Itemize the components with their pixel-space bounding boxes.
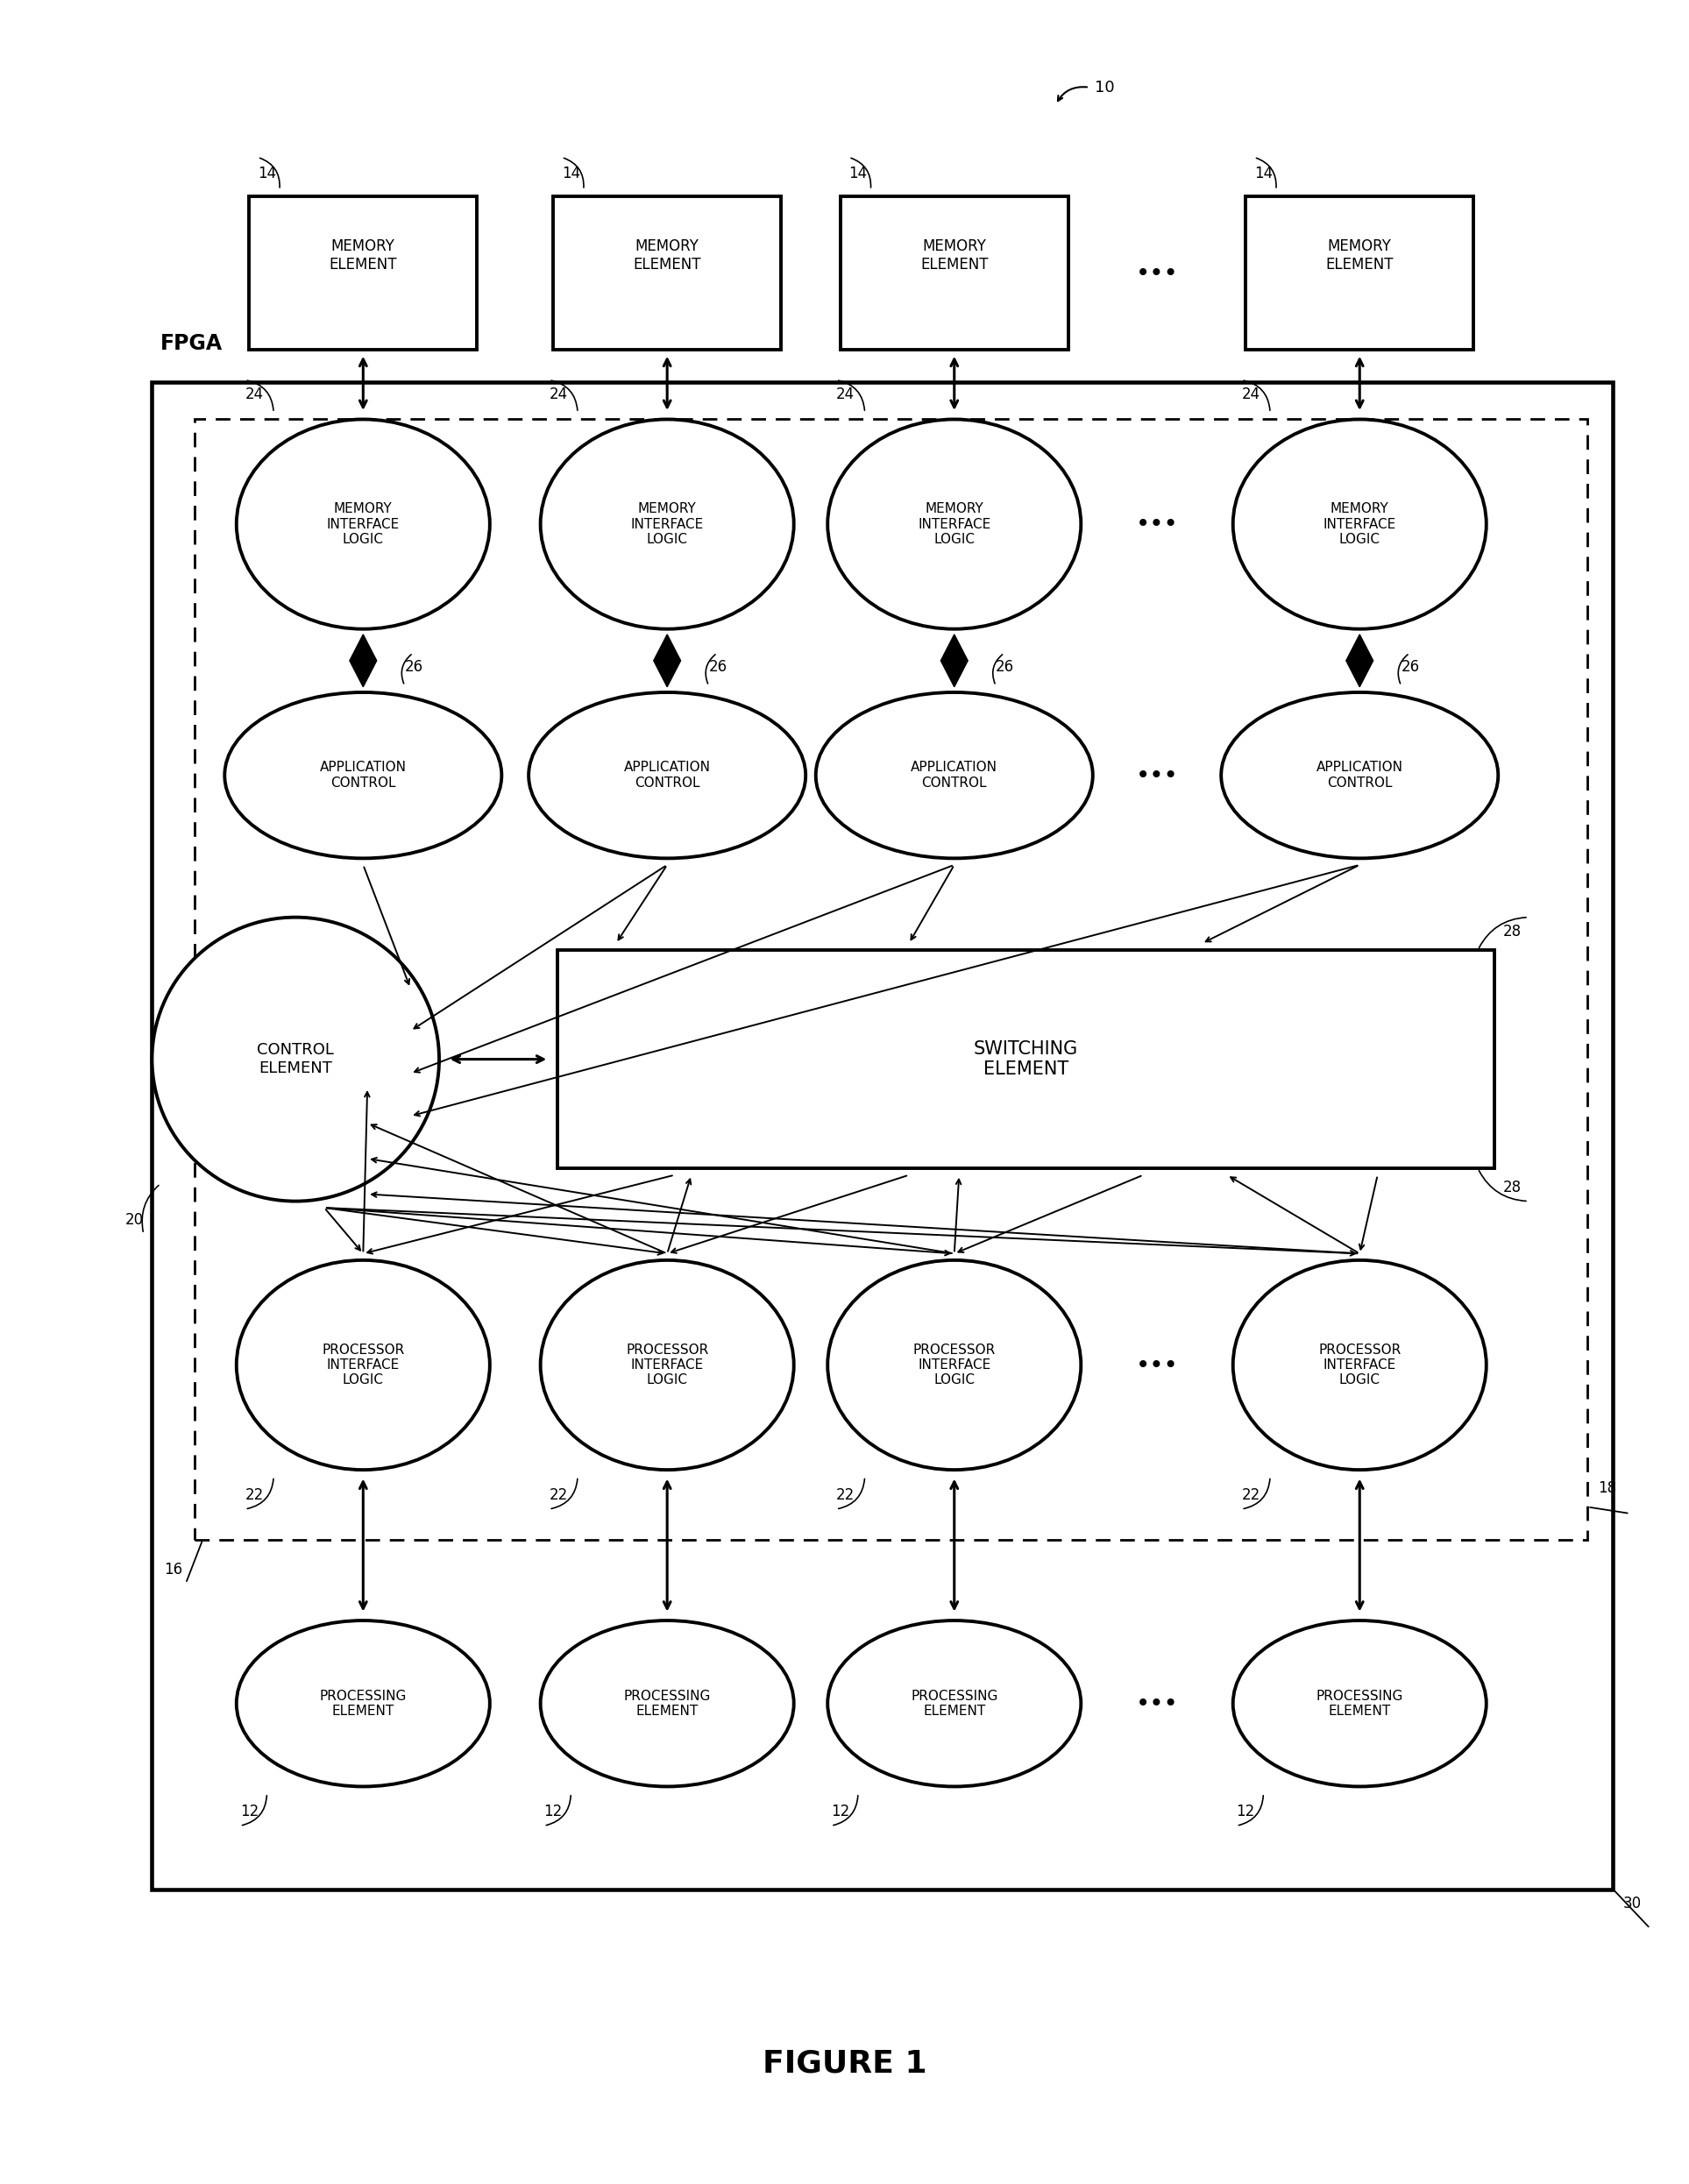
Text: 12: 12 (831, 1804, 850, 1819)
Ellipse shape (236, 1260, 490, 1470)
Text: 26: 26 (1402, 660, 1420, 675)
Text: PROCESSING
ELEMENT: PROCESSING ELEMENT (623, 1688, 711, 1719)
Text: MEMORY
INTERFACE
LOGIC: MEMORY INTERFACE LOGIC (326, 502, 400, 546)
FancyBboxPatch shape (1246, 197, 1473, 349)
Text: 24: 24 (245, 387, 263, 402)
Ellipse shape (236, 1621, 490, 1787)
Ellipse shape (1233, 1621, 1486, 1787)
Text: 26: 26 (405, 660, 424, 675)
Text: MEMORY
ELEMENT: MEMORY ELEMENT (1326, 238, 1393, 273)
Text: 24: 24 (1241, 387, 1260, 402)
Text: APPLICATION
CONTROL: APPLICATION CONTROL (623, 760, 711, 791)
Text: APPLICATION
CONTROL: APPLICATION CONTROL (1316, 760, 1404, 791)
Polygon shape (1346, 633, 1373, 686)
Text: 12: 12 (544, 1804, 562, 1819)
Ellipse shape (529, 692, 806, 858)
Text: PROCESSOR
INTERFACE
LOGIC: PROCESSOR INTERFACE LOGIC (914, 1343, 995, 1387)
Text: 26: 26 (709, 660, 728, 675)
Text: 18: 18 (1598, 1481, 1616, 1496)
Text: PROCESSOR
INTERFACE
LOGIC: PROCESSOR INTERFACE LOGIC (323, 1343, 404, 1387)
Text: 22: 22 (836, 1487, 855, 1503)
Ellipse shape (828, 1621, 1081, 1787)
Polygon shape (350, 633, 377, 686)
Ellipse shape (1233, 1260, 1486, 1470)
Text: MEMORY
ELEMENT: MEMORY ELEMENT (921, 238, 988, 273)
Text: PROCESSOR
INTERFACE
LOGIC: PROCESSOR INTERFACE LOGIC (1319, 1343, 1400, 1387)
Text: PROCESSING
ELEMENT: PROCESSING ELEMENT (319, 1688, 407, 1719)
Text: •••: ••• (1135, 260, 1179, 286)
Text: 14: 14 (561, 166, 579, 181)
Text: PROCESSING
ELEMENT: PROCESSING ELEMENT (1316, 1688, 1404, 1719)
Text: 22: 22 (549, 1487, 568, 1503)
Text: 24: 24 (549, 387, 568, 402)
Ellipse shape (1233, 419, 1486, 629)
Text: 14: 14 (1253, 166, 1272, 181)
Text: 30: 30 (1623, 1896, 1642, 1911)
Text: 12: 12 (240, 1804, 258, 1819)
Text: PROCESSOR
INTERFACE
LOGIC: PROCESSOR INTERFACE LOGIC (627, 1343, 708, 1387)
Text: 24: 24 (836, 387, 855, 402)
Text: 22: 22 (1241, 1487, 1260, 1503)
FancyBboxPatch shape (557, 950, 1495, 1168)
Ellipse shape (816, 692, 1093, 858)
Text: MEMORY
ELEMENT: MEMORY ELEMENT (633, 238, 701, 273)
Ellipse shape (540, 1260, 794, 1470)
Text: 28: 28 (1503, 1179, 1522, 1195)
Ellipse shape (828, 1260, 1081, 1470)
Text: 14: 14 (848, 166, 866, 181)
Text: MEMORY
ELEMENT: MEMORY ELEMENT (329, 238, 397, 273)
Text: 16: 16 (164, 1562, 182, 1577)
Text: 28: 28 (1503, 924, 1522, 939)
FancyBboxPatch shape (839, 197, 1067, 349)
FancyBboxPatch shape (552, 197, 780, 349)
Ellipse shape (540, 419, 794, 629)
Text: •••: ••• (1135, 511, 1179, 537)
Text: MEMORY
INTERFACE
LOGIC: MEMORY INTERFACE LOGIC (917, 502, 991, 546)
Text: CONTROL
ELEMENT: CONTROL ELEMENT (257, 1042, 334, 1077)
Ellipse shape (152, 917, 439, 1201)
Text: 20: 20 (125, 1212, 144, 1227)
Ellipse shape (225, 692, 502, 858)
Ellipse shape (540, 1621, 794, 1787)
Text: •••: ••• (1135, 1352, 1179, 1378)
Text: 14: 14 (257, 166, 275, 181)
Text: MEMORY
INTERFACE
LOGIC: MEMORY INTERFACE LOGIC (1322, 502, 1397, 546)
Text: APPLICATION
CONTROL: APPLICATION CONTROL (319, 760, 407, 791)
Text: 10: 10 (1094, 79, 1115, 96)
Polygon shape (654, 633, 681, 686)
Text: •••: ••• (1135, 762, 1179, 788)
Text: PROCESSING
ELEMENT: PROCESSING ELEMENT (910, 1688, 998, 1719)
Text: SWITCHING
ELEMENT: SWITCHING ELEMENT (975, 1040, 1078, 1079)
Text: APPLICATION
CONTROL: APPLICATION CONTROL (910, 760, 998, 791)
Ellipse shape (236, 419, 490, 629)
Ellipse shape (1221, 692, 1498, 858)
Text: 22: 22 (245, 1487, 263, 1503)
Text: FPGA: FPGA (160, 332, 223, 354)
FancyBboxPatch shape (152, 382, 1613, 1889)
Text: 26: 26 (997, 660, 1015, 675)
Text: FIGURE 1: FIGURE 1 (762, 2049, 927, 2079)
FancyBboxPatch shape (248, 197, 476, 349)
Polygon shape (941, 633, 968, 686)
Text: MEMORY
INTERFACE
LOGIC: MEMORY INTERFACE LOGIC (630, 502, 704, 546)
Ellipse shape (828, 419, 1081, 629)
Text: 12: 12 (1236, 1804, 1255, 1819)
Text: •••: ••• (1135, 1690, 1179, 1717)
